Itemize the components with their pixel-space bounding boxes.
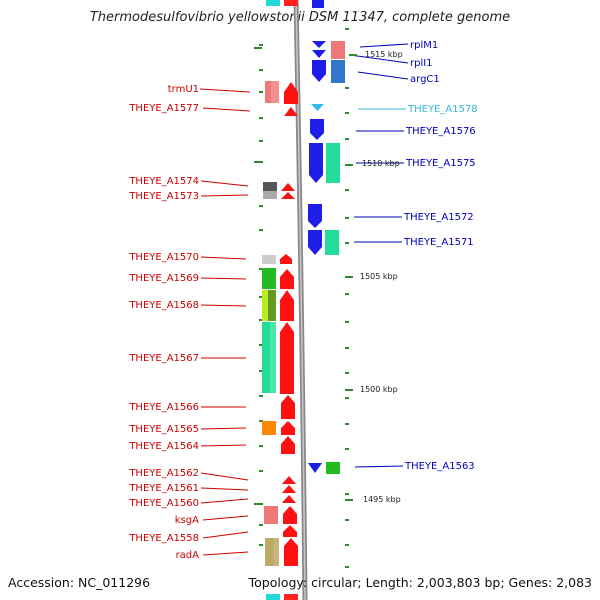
callout-line (202, 531, 249, 539)
callout-line (199, 88, 251, 93)
gene-arrow-A1566[interactable] (281, 395, 295, 419)
gene-box-argC1[interactable] (331, 60, 345, 83)
gene-label[interactable]: THEYE_A1577 (128, 103, 199, 114)
callout-line (202, 107, 251, 112)
gene-box-A1563[interactable] (326, 462, 340, 474)
gene-box-A1574[interactable] (263, 182, 277, 192)
callout-line (202, 515, 249, 521)
gene-arrow-rplM1[interactable] (312, 41, 326, 48)
callout-line (200, 427, 247, 430)
gene-label[interactable]: trmU1 (168, 84, 199, 95)
gene-arrow-A1570[interactable] (280, 254, 292, 264)
gene-arrow-A1578[interactable] (311, 104, 324, 111)
callout-line (354, 465, 404, 468)
gene-arrow-ksgA[interactable] (283, 506, 297, 524)
gene-label[interactable]: THEYE_A1573 (128, 191, 199, 202)
gene-label[interactable]: THEYE_A1567 (128, 353, 199, 364)
gene-arrow-radA[interactable] (284, 538, 298, 566)
gene-box-A1568[interactable] (262, 290, 268, 321)
gene-label[interactable]: THEYE_A1569 (128, 273, 199, 284)
kbp-label: 1515 kbp (365, 50, 403, 59)
kbp-label: 1495 kbp (363, 495, 401, 504)
gene-arrow-A1575[interactable] (309, 143, 323, 183)
callout-line (200, 277, 247, 280)
gene-label[interactable]: ksgA (175, 515, 199, 526)
gene-label[interactable]: THEYE_A1571 (403, 237, 474, 248)
gene-arrow-A1558[interactable] (283, 525, 297, 537)
callout-line (359, 43, 409, 48)
gene-box-A1575[interactable] (326, 143, 340, 183)
gene-arrow-A1573[interactable] (281, 192, 295, 199)
gene-arrow-A1569[interactable] (280, 269, 294, 289)
gene-label[interactable]: THEYE_A1568 (128, 300, 199, 311)
callout-line (200, 498, 249, 504)
gene-label[interactable]: radA (176, 550, 200, 561)
right-gene-labels: rplM1 rplI1 argC1 THEYE_A1578 THEYE_A1576 THE… (403, 40, 478, 472)
gene-label[interactable]: THEYE_A1564 (128, 441, 199, 452)
gene-arrow-A1565[interactable] (281, 421, 295, 435)
gene-label[interactable]: argC1 (410, 74, 440, 85)
genome-summary: Topology: circular; Length: 2,003,803 bp… (248, 575, 592, 590)
gene-box-A1569[interactable] (262, 268, 276, 289)
callout-line (349, 54, 409, 64)
callout-line (200, 180, 249, 187)
genome-title: Thermodesulfovibrio yellowstonii DSM 113… (89, 10, 511, 25)
gene-arrow-A1564[interactable] (281, 436, 295, 454)
kbp-scale-labels: 1515 kbp 1510 kbp 1505 kbp 1500 kbp 1495 kbp (345, 50, 403, 504)
gene-arrow-A1574[interactable] (281, 183, 295, 191)
callout-line (357, 71, 409, 80)
gene-arrow-A1571[interactable] (308, 230, 322, 255)
gene-label[interactable]: THEYE_A1563 (404, 461, 475, 472)
gene-arrow-A1576[interactable] (310, 119, 324, 140)
gene-arrow-A1561[interactable] (282, 485, 296, 493)
gene-label[interactable]: THEYE_A1566 (128, 402, 199, 413)
gene-label[interactable]: THEYE_A1560 (128, 498, 199, 509)
gene-label[interactable]: THEYE_A1578 (407, 104, 478, 115)
callout-line (202, 551, 249, 556)
left-gene-labels: trmU1 THEYE_A1577 THEYE_A1574 THEYE_A1573 TH… (128, 84, 199, 561)
gene-label[interactable]: THEYE_A1565 (128, 424, 199, 435)
gene-label[interactable]: THEYE_A1561 (128, 483, 199, 494)
gene-box-A1570[interactable] (262, 255, 276, 264)
accession-text: Accession: NC_011296 (8, 575, 151, 590)
gene-label[interactable]: THEYE_A1576 (405, 126, 476, 137)
gene-arrow-A1577[interactable] (284, 107, 298, 116)
gene-label[interactable]: THEYE_A1572 (403, 212, 474, 223)
callout-line (200, 487, 249, 491)
gene-arrow-A1568[interactable] (280, 290, 294, 321)
callout-line (200, 194, 249, 197)
gene-box-A1573[interactable] (263, 191, 277, 199)
kbp-label: 1510 kbp (362, 159, 400, 168)
gene-label[interactable]: THEYE_A1575 (405, 158, 476, 169)
callout-line (200, 472, 249, 481)
gene-box-ksgA[interactable] (264, 506, 278, 524)
kbp-label: 1505 kbp (360, 272, 398, 281)
gene-arrow-A1567[interactable] (280, 322, 294, 394)
gene-arrow-trmU1[interactable] (284, 82, 298, 104)
gene-label[interactable]: rplI1 (410, 58, 433, 69)
gene-arrow-A1572[interactable] (308, 204, 322, 228)
callout-line (200, 304, 247, 307)
gene-arrow-A1560[interactable] (282, 495, 296, 503)
gene-label[interactable]: THEYE_A1562 (128, 468, 199, 479)
gene-label[interactable]: THEYE_A1558 (128, 533, 199, 544)
gene-box-A1565[interactable] (262, 421, 276, 435)
gene-arrow-rplI1[interactable] (312, 50, 326, 58)
gene-arrow-argC1[interactable] (312, 60, 326, 82)
gene-box-A1571[interactable] (325, 230, 339, 255)
gene-arrow-A1562[interactable] (282, 476, 296, 484)
gene-box-rplM1[interactable] (331, 41, 345, 59)
kbp-label: 1500 kbp (360, 385, 398, 394)
gene-label[interactable]: rplM1 (410, 40, 438, 51)
callout-line (200, 256, 247, 260)
gene-label[interactable]: THEYE_A1570 (128, 252, 199, 263)
label-callouts (199, 43, 409, 556)
gene-arrow-A1563[interactable] (308, 463, 322, 473)
callout-line (200, 444, 247, 447)
gene-label[interactable]: THEYE_A1574 (128, 176, 199, 187)
